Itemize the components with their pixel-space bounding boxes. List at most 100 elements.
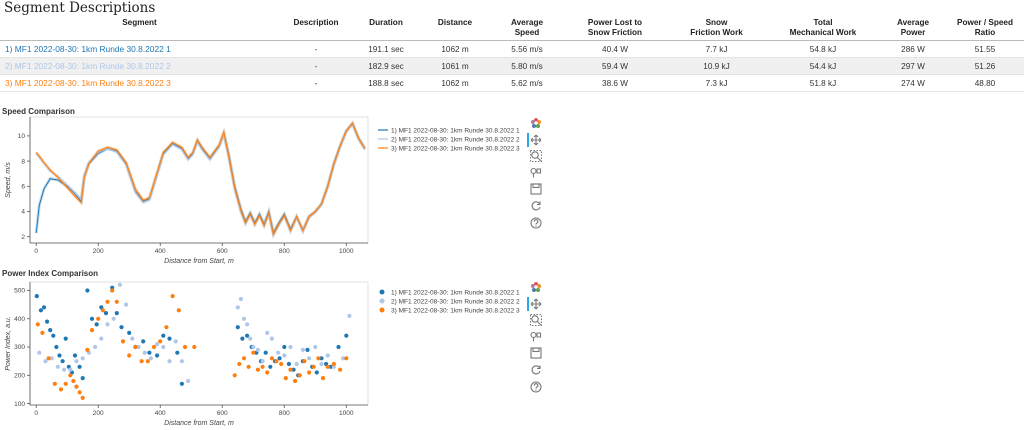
data-point[interactable]: [279, 361, 284, 367]
data-point[interactable]: [34, 294, 39, 299]
data-point[interactable]: [147, 350, 152, 355]
data-point[interactable]: [288, 344, 293, 350]
data-point[interactable]: [41, 305, 47, 310]
data-point[interactable]: [133, 344, 138, 350]
data-point[interactable]: [155, 342, 160, 347]
data-point[interactable]: [260, 364, 265, 369]
data-point[interactable]: [117, 282, 122, 287]
data-point[interactable]: [103, 311, 109, 316]
data-point[interactable]: [80, 376, 85, 381]
data-point[interactable]: [48, 328, 53, 333]
data-point[interactable]: [80, 395, 85, 400]
data-point[interactable]: [248, 336, 253, 341]
data-point[interactable]: [344, 333, 349, 338]
data-point[interactable]: [77, 364, 82, 369]
data-point[interactable]: [238, 296, 243, 302]
data-point[interactable]: [282, 344, 287, 350]
data-point[interactable]: [251, 344, 256, 350]
data-point[interactable]: [63, 336, 68, 341]
data-point[interactable]: [127, 330, 132, 335]
pan-icon[interactable]: [527, 296, 542, 311]
data-point[interactable]: [63, 381, 68, 386]
wheel-zoom-icon[interactable]: [530, 331, 542, 343]
data-point[interactable]: [186, 378, 191, 384]
data-point[interactable]: [314, 370, 319, 375]
data-point[interactable]: [235, 305, 240, 310]
data-point[interactable]: [269, 336, 274, 341]
data-point[interactable]: [291, 367, 296, 372]
data-point[interactable]: [341, 356, 346, 361]
data-point[interactable]: [145, 359, 150, 364]
header-ratio[interactable]: Power / Speed Ratio: [946, 16, 1024, 41]
data-point[interactable]: [148, 356, 153, 361]
data-point[interactable]: [52, 381, 57, 386]
data-point[interactable]: [241, 356, 247, 361]
data-point[interactable]: [307, 356, 312, 361]
data-point[interactable]: [192, 344, 197, 350]
data-point[interactable]: [161, 333, 166, 338]
data-point[interactable]: [265, 330, 270, 335]
data-point[interactable]: [320, 376, 326, 381]
data-point[interactable]: [173, 339, 178, 344]
data-point[interactable]: [293, 378, 298, 384]
data-point[interactable]: [269, 356, 274, 361]
data-point[interactable]: [85, 347, 90, 352]
save-icon[interactable]: [530, 183, 542, 195]
data-point[interactable]: [286, 361, 291, 367]
data-point[interactable]: [35, 322, 40, 327]
data-point[interactable]: [120, 339, 126, 344]
data-point[interactable]: [130, 336, 135, 341]
legend-item[interactable]: 1) MF1 2022-08-30: 1km Runde 30.8.2022 1: [379, 289, 521, 296]
data-point[interactable]: [255, 347, 260, 352]
data-point[interactable]: [311, 364, 316, 369]
data-point[interactable]: [277, 356, 282, 361]
data-point[interactable]: [110, 288, 115, 293]
data-point[interactable]: [62, 367, 67, 372]
series-2[interactable]: [37, 282, 352, 384]
data-point[interactable]: [302, 359, 307, 364]
data-point[interactable]: [45, 319, 50, 324]
data-point[interactable]: [60, 359, 65, 364]
legend-item[interactable]: 3) MF1 2022-08-30: 1km Runde 30.8.2022 3: [378, 145, 520, 152]
data-point[interactable]: [175, 350, 180, 355]
data-point[interactable]: [263, 350, 268, 355]
data-point[interactable]: [68, 367, 73, 372]
data-point[interactable]: [161, 344, 166, 350]
data-point[interactable]: [336, 344, 341, 350]
data-point[interactable]: [245, 322, 250, 327]
header-average-power[interactable]: Average Power: [880, 16, 946, 41]
data-point[interactable]: [89, 316, 95, 321]
data-point[interactable]: [158, 339, 163, 344]
data-point[interactable]: [274, 359, 279, 364]
help-icon[interactable]: [530, 217, 542, 229]
data-point[interactable]: [276, 350, 281, 355]
data-point[interactable]: [85, 288, 90, 293]
data-point[interactable]: [142, 350, 147, 355]
data-point[interactable]: [57, 353, 62, 358]
data-point[interactable]: [167, 336, 172, 341]
data-point[interactable]: [71, 378, 76, 384]
speed-comparison-chart[interactable]: Speed Comparison 0 200 400 600 800 1000 2 4 6 8 10 D…: [0, 104, 528, 264]
data-point[interactable]: [151, 344, 157, 350]
data-point[interactable]: [114, 299, 119, 304]
data-point[interactable]: [240, 336, 245, 341]
data-point[interactable]: [232, 373, 237, 378]
data-point[interactable]: [124, 302, 129, 307]
data-point[interactable]: [93, 344, 98, 350]
data-point[interactable]: [325, 364, 330, 369]
data-point[interactable]: [51, 333, 56, 338]
series-line[interactable]: [35, 123, 366, 237]
data-point[interactable]: [268, 364, 273, 369]
data-point[interactable]: [179, 359, 184, 364]
data-point[interactable]: [77, 390, 82, 395]
data-point[interactable]: [331, 361, 336, 367]
data-point[interactable]: [283, 376, 288, 381]
header-duration[interactable]: Duration: [353, 16, 419, 41]
data-point[interactable]: [89, 328, 95, 333]
data-point[interactable]: [297, 373, 302, 378]
header-description[interactable]: Description: [279, 16, 353, 41]
data-point[interactable]: [114, 311, 119, 316]
data-point[interactable]: [127, 353, 132, 358]
data-point[interactable]: [313, 344, 318, 350]
header-power-lost[interactable]: Power Lost to Snow Friction: [563, 16, 667, 41]
